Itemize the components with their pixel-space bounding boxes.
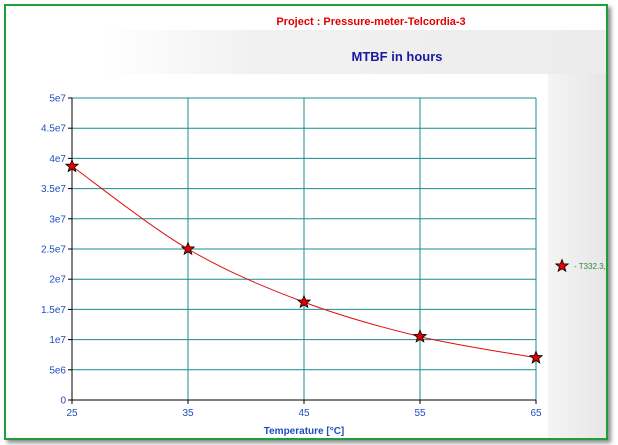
x-tick-label: 45 [298,408,310,419]
x-axis-label: Temperature [°C] [264,426,345,437]
y-tick-label: 2.5e7 [41,245,66,256]
y-tick-labels: 0 5e6 1e7 1.5e7 2e7 2.5e7 3e7 3.5e7 4e7 4.5e7 5e7 [41,94,66,407]
legend: - T332.3, [554,258,606,273]
title-band [102,30,606,74]
y-tick-label: 3e7 [49,214,66,225]
data-point-star [64,158,80,173]
chart-title: MTBF in hours [351,49,443,64]
legend-label: - T332.3, [574,262,606,271]
x-tick-label: 35 [182,408,194,419]
y-tick-label: 3.5e7 [41,184,66,195]
data-point-star [528,350,544,364]
legend-star-icon [554,258,570,273]
x-tick-label: 25 [66,408,78,419]
y-tick-label: 4e7 [49,154,66,165]
x-tick-labels: 25 35 45 55 65 [66,408,542,419]
grid-lines [72,97,537,400]
mtbf-line-chart: 05e61e71.5e72e72.5e73e73.5e74e74.5e75e7 … [41,94,606,438]
x-tick-label: 55 [414,408,426,419]
data-point-star [180,241,196,256]
data-point-star [412,328,428,343]
y-tick-label: 1.5e7 [41,305,66,316]
chart-frame: Project : Pressure-meter-Telcordia-3 MTB… [4,4,608,440]
x-tick-label: 65 [530,408,542,419]
axes [68,97,537,404]
y-tick-label: 5e7 [49,94,66,105]
data-point-star [296,294,312,309]
legend-band [548,74,606,438]
y-tick-label: 4.5e7 [41,124,66,135]
y-tick-label: 0 [60,396,66,407]
y-tick-label: 1e7 [49,335,66,346]
y-tick-label: 2e7 [49,275,66,286]
project-title: Project : Pressure-meter-Telcordia-3 [276,16,466,28]
y-tick-label: 5e6 [49,365,66,376]
data-markers [64,158,544,364]
